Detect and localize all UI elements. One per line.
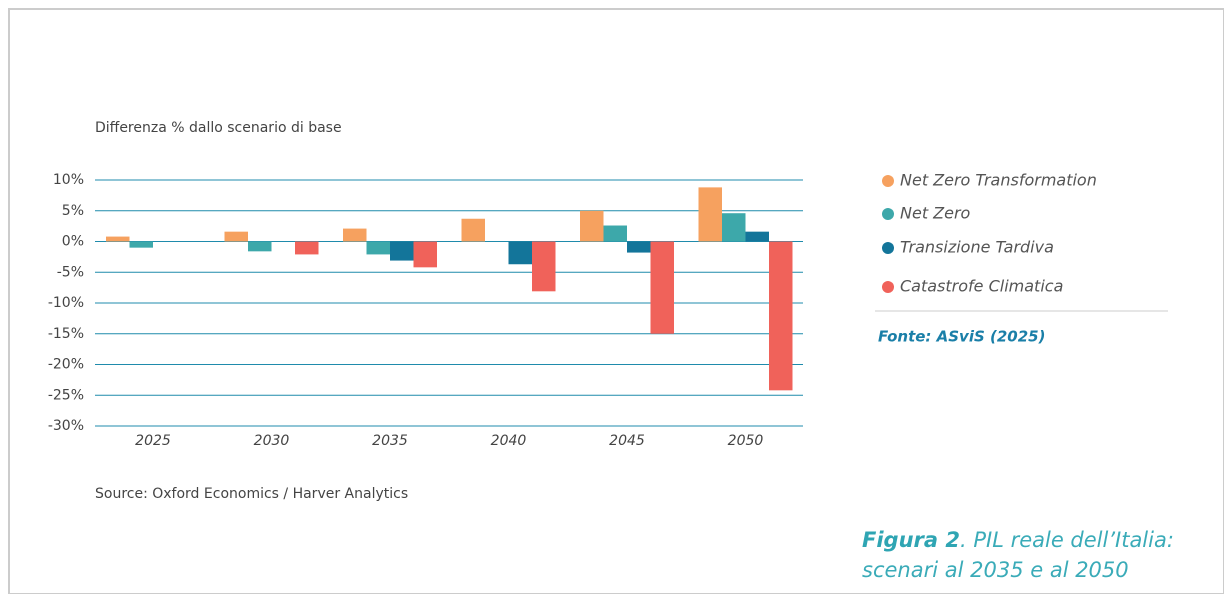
- x-tick-label: 2045: [609, 433, 645, 449]
- figure-label: Figura 2: [862, 528, 960, 552]
- bar: [532, 241, 556, 292]
- axis-label: Differenza % dallo scenario di base: [95, 120, 342, 136]
- fonte: Fonte: ASviS (2025): [878, 328, 1045, 346]
- y-tick-label: -30%: [48, 418, 84, 434]
- y-tick-label: 10%: [53, 172, 84, 188]
- legend-marker: [882, 281, 894, 293]
- bar: [650, 241, 674, 334]
- bar: [627, 241, 651, 253]
- bar: [722, 213, 746, 242]
- x-tick-label: 2050: [728, 433, 764, 449]
- legend-label: Net Zero: [900, 204, 971, 223]
- y-tick-label: -5%: [57, 264, 84, 280]
- bar: [698, 187, 722, 242]
- bar: [461, 218, 485, 242]
- source: Source: Oxford Economics / Harver Analyt…: [95, 486, 408, 502]
- legend-label: Transizione Tardiva: [900, 238, 1054, 257]
- legend-label: Net Zero Transformation: [900, 171, 1097, 190]
- x-tick-label: 2040: [491, 433, 527, 449]
- y-tick-label: -25%: [48, 387, 84, 403]
- bar: [106, 236, 130, 242]
- bar: [248, 241, 272, 252]
- x-tick-label: 2030: [254, 433, 290, 449]
- bar: [295, 241, 319, 255]
- y-tick-label: 0%: [62, 234, 84, 250]
- bar: [580, 210, 604, 242]
- y-tick-label: -10%: [48, 295, 84, 311]
- bar: [508, 241, 532, 265]
- figure-title-2: scenari al 2035 e al 2050: [862, 558, 1129, 582]
- bar: [413, 241, 437, 268]
- bar: [129, 241, 153, 248]
- y-tick-label: -15%: [48, 326, 84, 342]
- legend-marker: [882, 242, 894, 254]
- bar: [745, 231, 769, 242]
- bar: [390, 241, 414, 261]
- legend-label: Catastrofe Climatica: [900, 277, 1063, 296]
- bar: [603, 225, 627, 242]
- x-tick-label: 2035: [372, 433, 408, 449]
- figure-title-1: . PIL reale dell’Italia:: [960, 528, 1174, 552]
- figure-title: Figura 2. PIL reale dell’Italia:: [862, 528, 1174, 552]
- legend-marker: [882, 208, 894, 220]
- y-tick-label: -20%: [48, 357, 84, 373]
- bar: [343, 228, 367, 242]
- y-tick-label: 5%: [62, 203, 84, 219]
- bar: [366, 241, 390, 255]
- frame: [8, 8, 1224, 594]
- legend-marker: [882, 175, 894, 187]
- bar: [224, 231, 248, 242]
- x-tick-label: 2025: [135, 433, 171, 449]
- bar: [769, 241, 793, 391]
